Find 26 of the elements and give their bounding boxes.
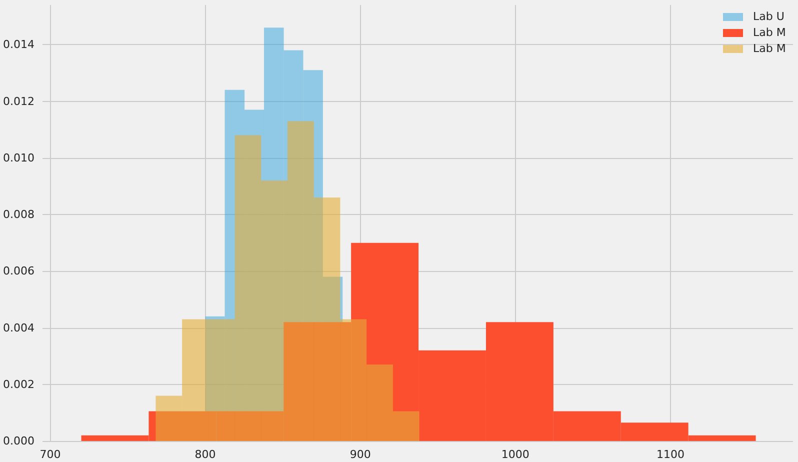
x-tick-label: 800 [194, 448, 216, 461]
bar [261, 180, 288, 441]
y-tick-label: 0.014 [2, 38, 34, 52]
x-tick-label: 1000 [501, 448, 530, 461]
legend-label: Lab M [753, 26, 786, 39]
bar [182, 319, 208, 441]
bar [392, 411, 420, 441]
y-tick-label: 0.008 [2, 208, 34, 222]
bar [234, 135, 262, 441]
y-tick-label: 0.012 [2, 94, 34, 108]
x-tick-label: 900 [350, 448, 371, 461]
x-tick-label: 1100 [656, 448, 684, 461]
bar [340, 319, 367, 441]
y-tick-label: 0.002 [2, 378, 34, 391]
y-tick-label: 0.010 [2, 151, 34, 164]
legend-label: Lab U [753, 10, 784, 23]
y-tick-label: 0.000 [2, 434, 34, 448]
bar [366, 364, 393, 441]
bar [314, 198, 340, 441]
y-tick-label: 0.004 [2, 321, 34, 334]
bar [287, 121, 314, 441]
x-tick-label: 700 [40, 448, 61, 461]
bar [156, 396, 182, 441]
y-tick-label: 0.006 [2, 264, 34, 278]
bar [208, 319, 235, 441]
legend-label: Lab M [753, 42, 786, 55]
